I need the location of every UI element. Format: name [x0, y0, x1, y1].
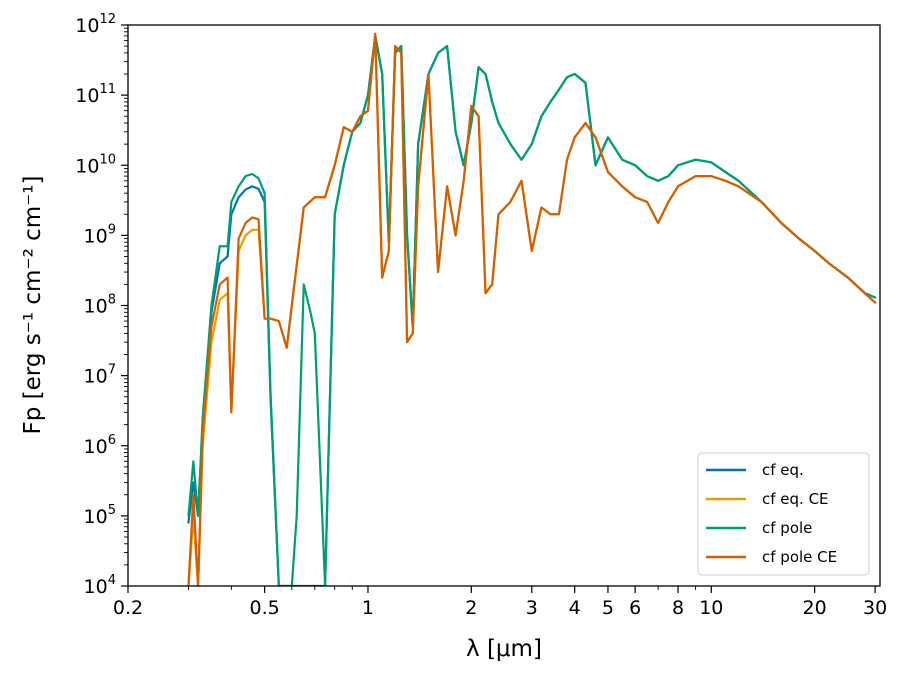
x-tick-label: 4: [569, 597, 581, 619]
legend-frame: [697, 452, 870, 576]
y-tick-label: 104: [84, 573, 116, 598]
x-tick-label: 10: [699, 597, 723, 619]
y-tick-label: 109: [84, 222, 116, 247]
x-tick-label: 3: [526, 597, 538, 619]
y-tick-label: 107: [84, 363, 116, 388]
x-tick-label: 1: [362, 597, 374, 619]
x-axis-label: λ [μm]: [466, 636, 542, 662]
x-tick-label: 2: [465, 597, 477, 619]
y-axis-label: Fp [erg s⁻¹ cm⁻² cm⁻¹]: [20, 176, 46, 435]
legend-label-0: cf eq.: [762, 461, 804, 479]
y-tick-label: 108: [84, 293, 116, 318]
series-line-2: [187, 34, 877, 586]
x-tick-label: 30: [863, 597, 887, 619]
legend-label-2: cf pole: [762, 519, 812, 537]
y-tick-label: 106: [84, 433, 116, 458]
legend-label-1: cf eq. CE: [762, 490, 829, 508]
y-tick-label: 1011: [75, 82, 116, 107]
x-axis: 0.2 0.5 1 2 3 4 5 6 8 10 20 30: [113, 586, 887, 619]
legend-label-3: cf pole CE: [762, 548, 837, 566]
series-line-3: [187, 32, 877, 586]
x-tick-label: 20: [803, 597, 827, 619]
y-tick-label: 1012: [75, 12, 116, 37]
series-layer: [187, 32, 877, 586]
y-tick-label: 105: [84, 503, 116, 528]
x-tick-label: 6: [629, 597, 641, 619]
x-tick-label: 0.5: [250, 597, 280, 619]
y-tick-label: 1010: [75, 152, 116, 177]
x-tick-label: 0.2: [113, 597, 143, 619]
x-tick-label: 5: [602, 597, 614, 619]
x-tick-label: 8: [672, 597, 684, 619]
y-axis: 104 105 106 107 108 109 1010 1011 1012: [75, 12, 128, 598]
legend: cf eq. cf eq. CE cf pole cf pole CE: [697, 452, 870, 576]
